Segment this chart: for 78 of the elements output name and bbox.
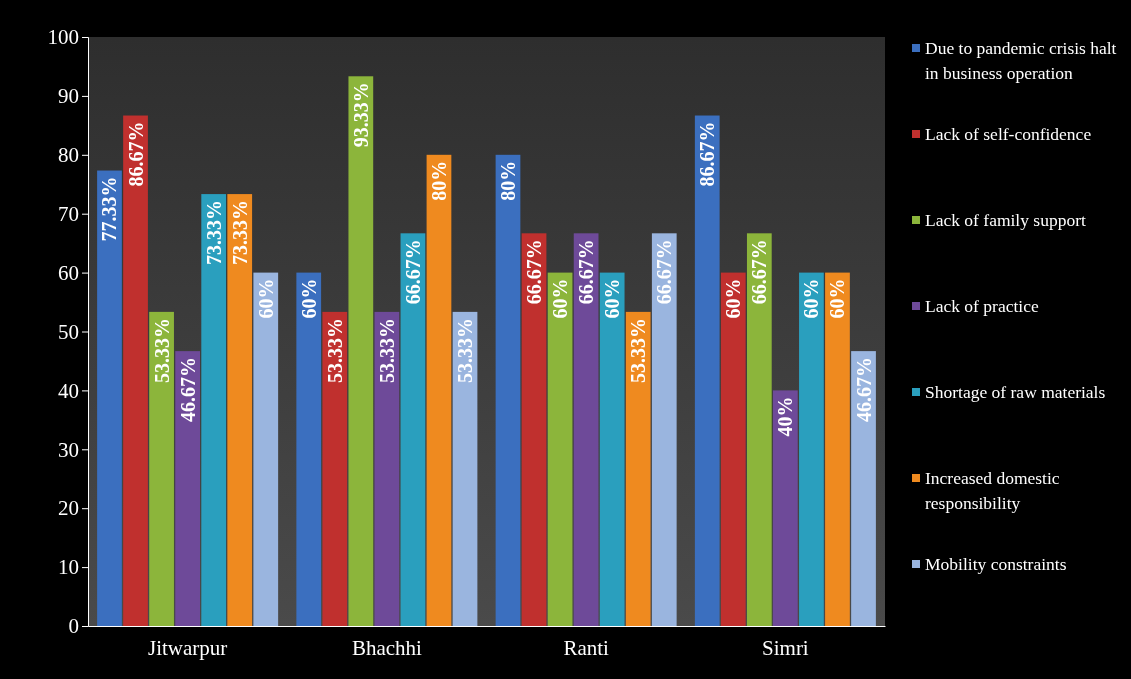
data-label: 46.67% [176,357,199,423]
y-tick-label: 10 [58,555,79,580]
legend-label: Due to pandemic crisis halt in business operation [925,38,1117,83]
data-label: 86.67% [124,121,147,187]
x-tick-label: Ranti [563,635,610,660]
data-label: 40% [774,396,797,437]
y-tick-label: 50 [58,319,79,344]
data-label: 60% [826,278,849,319]
data-label: 73.33% [228,200,251,266]
bar [625,311,651,626]
bar [149,311,174,626]
bar [201,194,227,626]
data-label: 53.33% [323,317,346,383]
bar [348,76,374,626]
bar [495,154,521,626]
y-tick-label: 70 [58,201,79,226]
data-label: 53.33% [627,317,650,383]
data-label: 66.67% [575,239,598,305]
bar [694,115,720,626]
bar [746,233,772,626]
y-tick-label: 40 [58,378,79,403]
data-label: 60% [254,278,277,319]
legend-label: Lack of family support [925,210,1086,230]
bar [521,233,547,626]
data-label: 77.33% [98,176,121,242]
data-label: 60% [549,278,572,319]
y-tick-label: 60 [58,260,79,285]
data-label: 93.33% [349,82,372,148]
bar [651,233,677,626]
y-tick-label: 100 [47,25,79,50]
data-label: 86.67% [696,121,719,187]
data-label: 60% [297,278,320,319]
data-label: 80% [496,160,519,201]
y-tick-label: 30 [58,437,79,462]
bar [296,272,322,626]
bar [452,311,478,626]
x-tick-label: Bhachhi [351,635,423,660]
bar [374,311,400,626]
data-label: 73.33% [202,200,225,266]
bar [175,351,200,626]
x-tick-label: Jitwarpur [147,635,228,660]
y-tick-label: 90 [58,84,79,109]
bar [400,233,426,626]
bar [799,272,824,626]
data-label: 66.67% [748,239,771,305]
bar [123,115,148,626]
bar [547,272,573,626]
data-label: 60% [601,278,624,319]
y-tick-label: 20 [58,496,79,521]
data-label: 66.67% [523,239,546,305]
data-label: 53.33% [375,317,398,383]
bar [97,170,122,626]
bar [720,272,746,626]
y-tick-label: 0 [68,614,79,639]
x-tick-label: Simri [762,635,809,660]
bar [573,233,599,626]
bar [322,311,348,626]
y-tick-label: 80 [58,143,79,168]
bar [825,272,850,626]
bar [227,194,253,626]
data-label: 66.67% [653,239,676,305]
legend-label: Lack of practice [925,296,1039,316]
data-label: 53.33% [150,317,173,383]
legend-label: Lack of self-confidence [925,124,1092,144]
bar [773,390,798,626]
legend-label: Shortage of raw materials [925,382,1106,402]
bar [426,154,452,626]
legend-label: Mobility constraints [925,554,1067,574]
bar [851,351,876,626]
data-label: 53.33% [454,317,477,383]
bar [253,272,279,626]
data-label: 66.67% [401,239,424,305]
legend-label: Increased domestic responsibility [925,468,1060,513]
data-label: 60% [722,278,745,319]
data-label: 80% [427,160,450,201]
data-label: 46.67% [852,357,875,423]
bar [599,272,625,626]
data-label: 60% [800,278,823,319]
